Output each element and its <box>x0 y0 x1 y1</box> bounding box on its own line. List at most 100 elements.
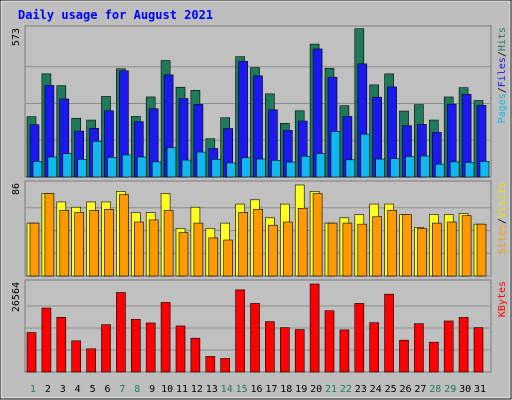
kbytes-bar-kbytes <box>131 319 141 373</box>
kbytes-bar-kbytes <box>116 292 126 373</box>
day-label: 5 <box>90 384 96 395</box>
day-label: 24 <box>370 384 382 395</box>
hits-bar-pages <box>47 156 58 178</box>
legend-separator: / <box>497 87 508 93</box>
day-label: 7 <box>119 384 125 395</box>
hits-bar-pages <box>360 133 371 178</box>
hits-bar-pages <box>107 157 117 178</box>
hits-bar-pages <box>300 155 311 178</box>
hits-bar-pages <box>62 153 73 178</box>
day-label: 18 <box>280 384 292 395</box>
visits-bar-sites <box>476 223 487 277</box>
hits-bar-pages <box>449 161 460 178</box>
kbytes-bar-kbytes <box>443 320 454 373</box>
kbytes-bar-kbytes <box>235 289 245 373</box>
legend-kbytes: KBytes <box>497 281 508 317</box>
day-label: 14 <box>221 384 233 395</box>
kbytes-bar-kbytes <box>265 321 275 373</box>
hits-bar-pages <box>315 153 326 178</box>
visits-bar-sites <box>268 224 278 277</box>
visits-bar-sites <box>312 193 323 277</box>
visits-bar-sites <box>208 237 219 277</box>
hits-bar-pages <box>241 157 251 178</box>
hits-bar-pages <box>285 161 296 178</box>
visits-bar-sites <box>89 210 99 277</box>
legend-visits: Visits <box>497 182 508 218</box>
kbytes-bar-kbytes <box>190 337 201 373</box>
visits-bar-sites <box>134 221 144 277</box>
kbytes-bar-kbytes <box>145 322 156 373</box>
hits-bar-pages <box>345 159 356 178</box>
kbytes-bar-kbytes <box>369 322 380 373</box>
kbytes-bar-kbytes <box>354 303 365 373</box>
kbytes-bar-kbytes <box>175 325 186 373</box>
visits-bar-sites <box>357 223 368 277</box>
kbytes-bar-kbytes <box>339 329 350 373</box>
visits-bar-sites <box>104 209 114 277</box>
day-label: 1 <box>30 384 36 395</box>
legend-hits: Hits <box>497 27 508 51</box>
x-axis-day-labels: 1 2 3 4 5 6 7 8 9 10 11 12 13 14 15 16 17 18 19 20 21 22 23 24 2… <box>30 384 486 395</box>
hits-bar-pages <box>464 162 475 178</box>
day-label: 12 <box>191 384 203 395</box>
day-label: 20 <box>310 384 322 395</box>
day-label: 17 <box>265 384 277 395</box>
visits-bar-sites <box>29 222 40 277</box>
hits-bar-pages <box>420 155 430 178</box>
hits-bar-pages <box>77 159 87 178</box>
kbytes-bar-kbytes <box>399 339 409 373</box>
kbytes-bar-kbytes <box>71 340 81 373</box>
legend-sites: Sites <box>497 224 508 254</box>
visits-bar-sites <box>327 222 338 277</box>
hits-bar-pages <box>226 162 236 178</box>
day-label: 30 <box>459 384 471 395</box>
visits-bar-sites <box>297 207 308 277</box>
day-label: 23 <box>355 384 367 395</box>
visits-bar-sites <box>74 212 84 277</box>
hits-bar-pages <box>479 161 490 178</box>
visits-bar-sites <box>372 216 383 277</box>
hits-bar-pages <box>256 158 266 178</box>
visits-bar-sites <box>163 210 174 277</box>
kbytes-ymax-label: 26564 <box>11 282 22 312</box>
day-label: 15 <box>236 384 248 395</box>
kbytes-bar-kbytes <box>428 341 439 373</box>
visits-bar-sites <box>59 210 70 277</box>
legend-separator: / <box>497 51 508 57</box>
hits-bar-pages <box>271 160 281 178</box>
day-label: 28 <box>429 384 441 395</box>
visits-bar-sites <box>223 239 233 277</box>
hits-bar-pages <box>122 154 132 178</box>
hits-bar-pages <box>32 161 43 178</box>
day-label: 9 <box>149 384 155 395</box>
legend-files: Files <box>497 57 508 87</box>
visits-bar-sites <box>282 221 293 277</box>
kbytes-bar-kbytes <box>414 323 424 373</box>
day-label: 6 <box>104 384 110 395</box>
kbytes-panel: 26564 KBytes <box>11 281 508 373</box>
day-label: 11 <box>176 384 188 395</box>
hits-bar-pages <box>211 159 222 178</box>
kbytes-bar-kbytes <box>160 302 171 373</box>
visits-panel: 86 Sites/Visits <box>11 182 508 277</box>
hits-bar-pages <box>92 141 102 178</box>
visits-bar-sites <box>461 215 472 277</box>
kbytes-bar-kbytes <box>86 348 96 373</box>
day-label: 27 <box>414 384 426 395</box>
kbytes-bar-kbytes <box>279 327 290 373</box>
day-label: 26 <box>399 384 411 395</box>
day-label: 3 <box>60 384 66 395</box>
visits-legend: Sites/Visits <box>497 182 508 254</box>
visits-bar-sites <box>446 221 457 277</box>
day-label: 29 <box>444 384 456 395</box>
hits-bar-pages <box>405 156 415 178</box>
hits-bar-pages <box>151 161 162 178</box>
kbytes-bar-kbytes <box>26 332 37 373</box>
hits-ymax-label: 573 <box>11 28 22 46</box>
hits-bar-pages <box>390 158 400 178</box>
hits-bar-pages <box>434 163 445 178</box>
day-label: 13 <box>206 384 218 395</box>
